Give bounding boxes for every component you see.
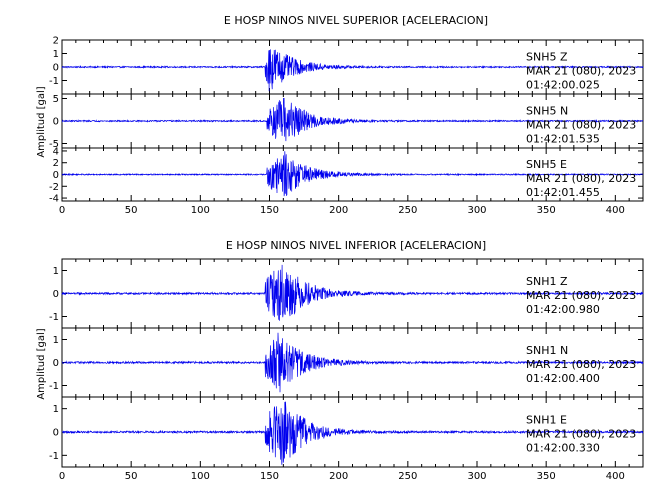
y-tick-label: 1	[53, 49, 59, 60]
y-tick-label: -1	[49, 381, 59, 392]
x-tick-label: 0	[59, 205, 65, 216]
trace-time-label: 01:42:01.455	[526, 186, 600, 199]
trace-station-label: SNH5 E	[526, 158, 567, 171]
trace-station-label: SNH5 N	[526, 105, 568, 118]
trace-line	[61, 151, 644, 197]
y-axis-label: Amplitud [gal]	[36, 328, 47, 399]
x-tick-label: 350	[537, 205, 556, 216]
trace-date-label: MAR 21 (080), 2023	[526, 119, 636, 132]
x-tick-label: 350	[537, 471, 556, 482]
x-tick-label: 400	[606, 471, 625, 482]
y-tick-label: 1	[53, 266, 59, 277]
panel-inferior: E HOSP NINOS NIVEL INFERIOR [ACELERACION…	[36, 239, 644, 482]
x-tick-label: 150	[260, 471, 279, 482]
y-tick-label: 0	[53, 289, 59, 300]
trace-line	[61, 264, 644, 321]
x-tick-label: 150	[260, 205, 279, 216]
y-tick-label: 1	[53, 335, 59, 346]
panel-superior: E HOSP NINOS NIVEL SUPERIOR [ACELERACION…	[36, 14, 644, 216]
x-tick-label: 250	[398, 205, 417, 216]
y-tick-label: 2	[53, 36, 59, 47]
y-tick-label: 0	[53, 63, 59, 74]
trace-line	[61, 401, 644, 465]
trace-date-label: MAR 21 (080), 2023	[526, 172, 636, 185]
y-tick-label: 0	[53, 170, 59, 181]
trace-time-label: 01:42:00.025	[526, 79, 600, 92]
x-tick-label: 300	[467, 205, 486, 216]
x-tick-label: 50	[125, 205, 138, 216]
trace-line	[61, 49, 644, 92]
panel-title: E HOSP NINOS NIVEL SUPERIOR [ACELERACION…	[224, 14, 488, 27]
y-tick-label: -1	[49, 76, 59, 87]
y-tick-label: 1	[53, 404, 59, 415]
x-tick-label: 400	[606, 205, 625, 216]
trace-time-label: 01:42:01.535	[526, 133, 600, 146]
y-tick-label: -1	[49, 451, 59, 462]
trace-station-label: SNH1 N	[526, 344, 568, 357]
x-tick-label: 0	[59, 471, 65, 482]
trace-date-label: MAR 21 (080), 2023	[526, 289, 636, 302]
panel-title: E HOSP NINOS NIVEL INFERIOR [ACELERACION…	[226, 239, 486, 252]
trace-date-label: MAR 21 (080), 2023	[526, 428, 636, 441]
trace-date-label: MAR 21 (080), 2023	[526, 65, 636, 78]
trace-time-label: 01:42:00.400	[526, 372, 600, 385]
y-tick-label: -1	[49, 312, 59, 323]
y-tick-label: -5	[49, 139, 59, 150]
y-tick-label: 0	[53, 428, 59, 439]
trace-station-label: SNH1 Z	[526, 275, 568, 288]
x-tick-label: 200	[329, 471, 348, 482]
x-tick-label: 300	[467, 471, 486, 482]
y-tick-label: 5	[53, 94, 59, 105]
trace-line	[61, 97, 644, 142]
trace-time-label: 01:42:00.980	[526, 303, 600, 316]
y-tick-label: 0	[53, 358, 59, 369]
x-tick-label: 200	[329, 205, 348, 216]
trace-time-label: 01:42:00.330	[526, 442, 600, 455]
trace-date-label: MAR 21 (080), 2023	[526, 358, 636, 371]
x-tick-label: 100	[191, 471, 210, 482]
y-axis-label: Amplitud [gal]	[36, 86, 47, 157]
x-tick-label: 50	[125, 471, 138, 482]
x-tick-label: 100	[191, 205, 210, 216]
y-tick-label: 4	[53, 146, 59, 157]
trace-station-label: SNH5 Z	[526, 51, 568, 64]
trace-station-label: SNH1 E	[526, 414, 567, 427]
x-tick-label: 250	[398, 471, 417, 482]
y-tick-label: 2	[53, 158, 59, 169]
y-tick-label: 0	[53, 117, 59, 128]
y-tick-label: -4	[49, 194, 59, 205]
y-tick-label: -2	[49, 182, 59, 193]
trace-line	[61, 332, 644, 393]
